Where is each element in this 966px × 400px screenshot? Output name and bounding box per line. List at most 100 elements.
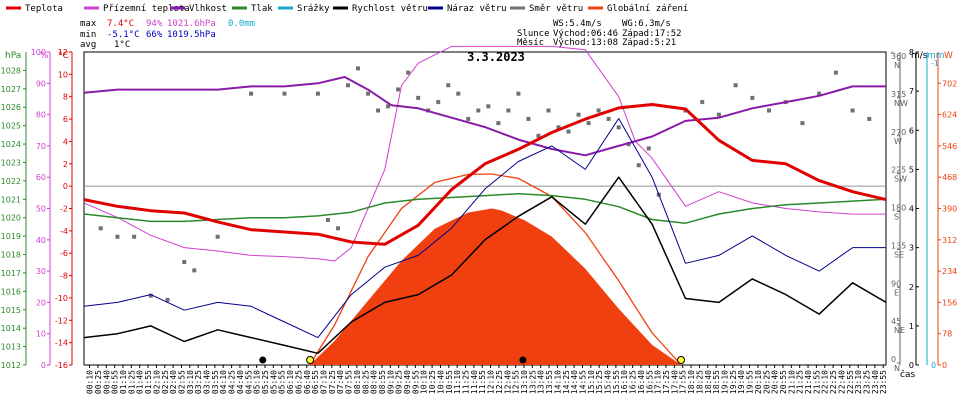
pressure-tick-label: 1014: [1, 324, 21, 333]
wind-direction-point: [750, 95, 755, 100]
x-tick-label: 09:25: [395, 370, 404, 394]
direction-tick-letter: SW: [894, 175, 907, 184]
x-tick-label: 20:55: [779, 370, 788, 394]
humidity-tick-label: 80: [36, 111, 46, 120]
x-tick-label: 06:55: [311, 370, 320, 394]
radiation-tick-label: 234: [942, 267, 957, 276]
x-tick-label: 02:55: [177, 370, 186, 394]
stats-min-temp: -5.1°C: [107, 30, 140, 40]
wind-direction-point: [536, 133, 541, 138]
pressure-tick-label: 1021: [1, 195, 21, 204]
wind-direction-point: [566, 129, 571, 134]
wind-direction-point: [606, 116, 611, 121]
stats-avg-label: avg: [80, 40, 96, 50]
wind-direction-point: [345, 83, 350, 88]
direction-tick-letter: E: [894, 288, 899, 297]
temperature-tick-label: 6: [63, 115, 68, 124]
sunrise-time: Východ:06:46: [553, 29, 618, 39]
x-tick-label: 04:55: [244, 370, 253, 394]
wind-speed-max: WS:5.4m/s: [553, 19, 602, 29]
humidity-tick-label: 0: [41, 361, 46, 370]
direction-tick-letter: N: [894, 61, 900, 70]
wind-direction-point: [396, 87, 401, 92]
x-tick-label: 16:40: [637, 370, 646, 394]
x-tick-label: 05:10: [253, 370, 262, 394]
x-tick-label: 14:55: [578, 370, 587, 394]
axis-unit-wind: m/s: [911, 51, 928, 61]
wind-direction-point: [733, 83, 738, 88]
pressure-tick-label: 1028: [1, 66, 21, 75]
moonrise-marker: [519, 356, 527, 364]
wind-direction-point: [800, 121, 805, 126]
chart-title: 3.3.2023: [467, 50, 525, 64]
pressure-tick-label: 1026: [1, 103, 21, 112]
ground-temperature-line: [83, 45, 886, 262]
temperature-tick-label: -2: [60, 205, 68, 214]
pressure-tick-label: 1016: [1, 287, 21, 296]
x-tick-label: 22:25: [829, 370, 838, 394]
humidity-tick-label: 40: [36, 236, 46, 245]
radiation-tick-label: 0: [942, 361, 947, 370]
direction-tick-value: 360: [891, 52, 906, 61]
temperature-tick-label: 12: [58, 48, 68, 57]
wind-direction-point: [556, 125, 561, 130]
stats-max-press: 1021.6hPa: [167, 19, 216, 29]
x-tick-label: 19:55: [746, 370, 755, 394]
wind-direction-point: [446, 83, 451, 88]
wind-direction-point: [506, 108, 511, 113]
astro-info: WS:5.4m/s WG:6.3m/s Slunce Východ:06:46 …: [517, 19, 682, 48]
wind-direction-point: [182, 260, 187, 264]
legend-label-wind-gust: Náraz větru: [447, 4, 507, 14]
x-tick-label: 21:25: [796, 370, 805, 394]
x-tick-label: 11:55: [478, 370, 487, 394]
x-tick-label: 11:40: [470, 370, 479, 394]
wind-tick-label: 0: [909, 361, 914, 370]
wind-gust-max: WG:6.3m/s: [622, 19, 671, 29]
temperature-tick-label: 0: [63, 182, 68, 191]
temperature-tick-label: 10: [58, 70, 68, 79]
wind-direction-point: [456, 91, 461, 96]
direction-tick-letter: SE: [894, 250, 904, 259]
temperature-tick-label: -12: [55, 316, 68, 325]
pressure-tick-label: 1027: [1, 85, 21, 94]
x-tick-label: 10:10: [420, 370, 429, 394]
wind-tick-label: 4: [909, 205, 914, 214]
x-tick-label: 23:55: [879, 370, 888, 394]
x-tick-label: 11:10: [453, 370, 462, 394]
x-tick-label: 12:40: [503, 370, 512, 394]
x-tick-label: 07:10: [319, 370, 328, 394]
stats-avg-temp: 1°C: [114, 40, 130, 50]
pressure-tick-label: 1020: [1, 214, 21, 223]
wind-direction-point: [526, 116, 531, 121]
legend-label-radiation: Globální záření: [607, 4, 688, 14]
x-tick-label: 05:25: [261, 370, 270, 394]
moon-label: Měsíc: [517, 38, 544, 48]
temperature-tick-label: 8: [63, 93, 68, 102]
x-tick-label: 23:25: [863, 370, 872, 394]
wind-direction-point: [132, 234, 137, 239]
x-tick-label: 10:55: [445, 370, 454, 394]
x-tick-label: 05:55: [278, 370, 287, 394]
humidity-tick-label: 20: [36, 298, 46, 307]
x-tick-label: 14:10: [553, 370, 562, 394]
temperature-line: [83, 103, 887, 246]
pressure-tick-label: 1022: [1, 177, 21, 186]
x-tick-label: 03:55: [211, 370, 220, 394]
legend: Teplota Přízemní teplota Vlhkost Tlak Sr…: [6, 4, 688, 14]
legend-label-wind-dir: Směr větru: [529, 4, 583, 14]
x-tick-label: 08:40: [370, 370, 379, 394]
wind-direction-point: [833, 70, 838, 75]
humidity-tick-label: 100: [31, 48, 46, 57]
x-axis-label: čas: [900, 369, 915, 380]
x-tick-label: 06:10: [286, 370, 295, 394]
temperature-tick-label: 4: [63, 137, 68, 146]
stats-min-press: 1019.5hPa: [167, 30, 216, 40]
x-tick-label: 14:40: [570, 370, 579, 394]
direction-tick-value: 90: [891, 279, 901, 288]
x-tick-layer: 00:10 00:25 00:40 00:55 01:10 01:25 01:40 01:55…: [86, 365, 888, 394]
direction-tick-letter: NE: [894, 326, 905, 335]
humidity-tick-label: 60: [36, 173, 46, 182]
wind-direction-point: [636, 163, 641, 168]
pressure-tick-label: 1012: [1, 361, 21, 370]
axis-unit-radiation: W: [944, 51, 953, 61]
